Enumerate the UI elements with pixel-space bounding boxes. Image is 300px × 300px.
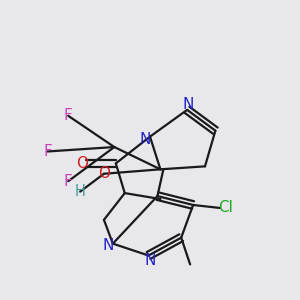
Text: N: N xyxy=(183,97,194,112)
Text: Cl: Cl xyxy=(218,200,233,215)
Text: O: O xyxy=(98,166,110,181)
Text: H: H xyxy=(75,184,86,199)
Text: N: N xyxy=(144,254,156,268)
Text: O: O xyxy=(76,156,88,171)
Text: F: F xyxy=(43,144,52,159)
Text: N: N xyxy=(103,238,114,253)
Text: N: N xyxy=(140,132,151,147)
Text: F: F xyxy=(64,108,73,123)
Text: F: F xyxy=(64,174,73,189)
